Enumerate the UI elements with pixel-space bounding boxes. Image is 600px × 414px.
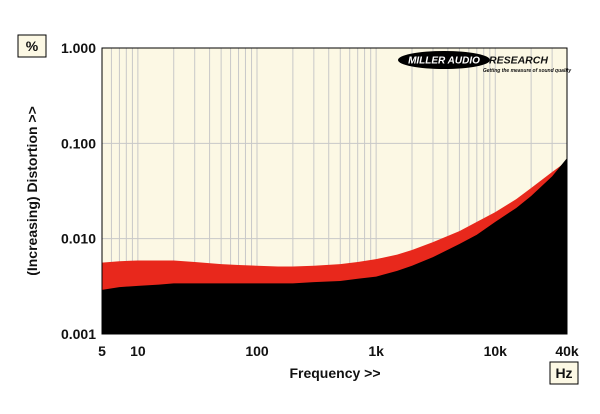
x-tick-label: 10k [484, 343, 508, 359]
y-tick-label: 0.100 [61, 135, 96, 151]
x-unit-box: Hz [549, 361, 579, 385]
x-unit-label: Hz [555, 365, 572, 381]
x-tick-label: 5 [98, 343, 106, 359]
y-tick-labels: 1.000 0.100 0.010 0.001 [61, 40, 96, 342]
y-unit-box: % [17, 34, 47, 58]
x-tick-labels: 5 10 100 1k 10k 40k [98, 343, 579, 359]
miller-audio-research-logo: MILLER AUDIO RESEARCH Getting the measur… [398, 51, 571, 74]
svg-text:Getting the measure of sound q: Getting the measure of sound quality [483, 68, 572, 74]
x-tick-label: 40k [555, 343, 579, 359]
x-tick-label: 100 [245, 343, 269, 359]
y-tick-label: 0.001 [61, 326, 96, 342]
y-unit-label: % [26, 38, 39, 54]
plot-frame [101, 47, 568, 335]
svg-text:MILLER AUDIO: MILLER AUDIO [408, 56, 480, 67]
svg-text:RESEARCH: RESEARCH [489, 55, 548, 67]
y-axis-title: (Increasing) Distortion >> [24, 106, 40, 276]
x-axis-title: Frequency >> [289, 365, 380, 381]
y-tick-label: 1.000 [61, 40, 96, 56]
x-tick-label: 1k [368, 343, 384, 359]
x-tick-label: 10 [130, 343, 146, 359]
y-tick-label: 0.010 [61, 231, 96, 247]
lower-distortion-area [102, 158, 567, 334]
